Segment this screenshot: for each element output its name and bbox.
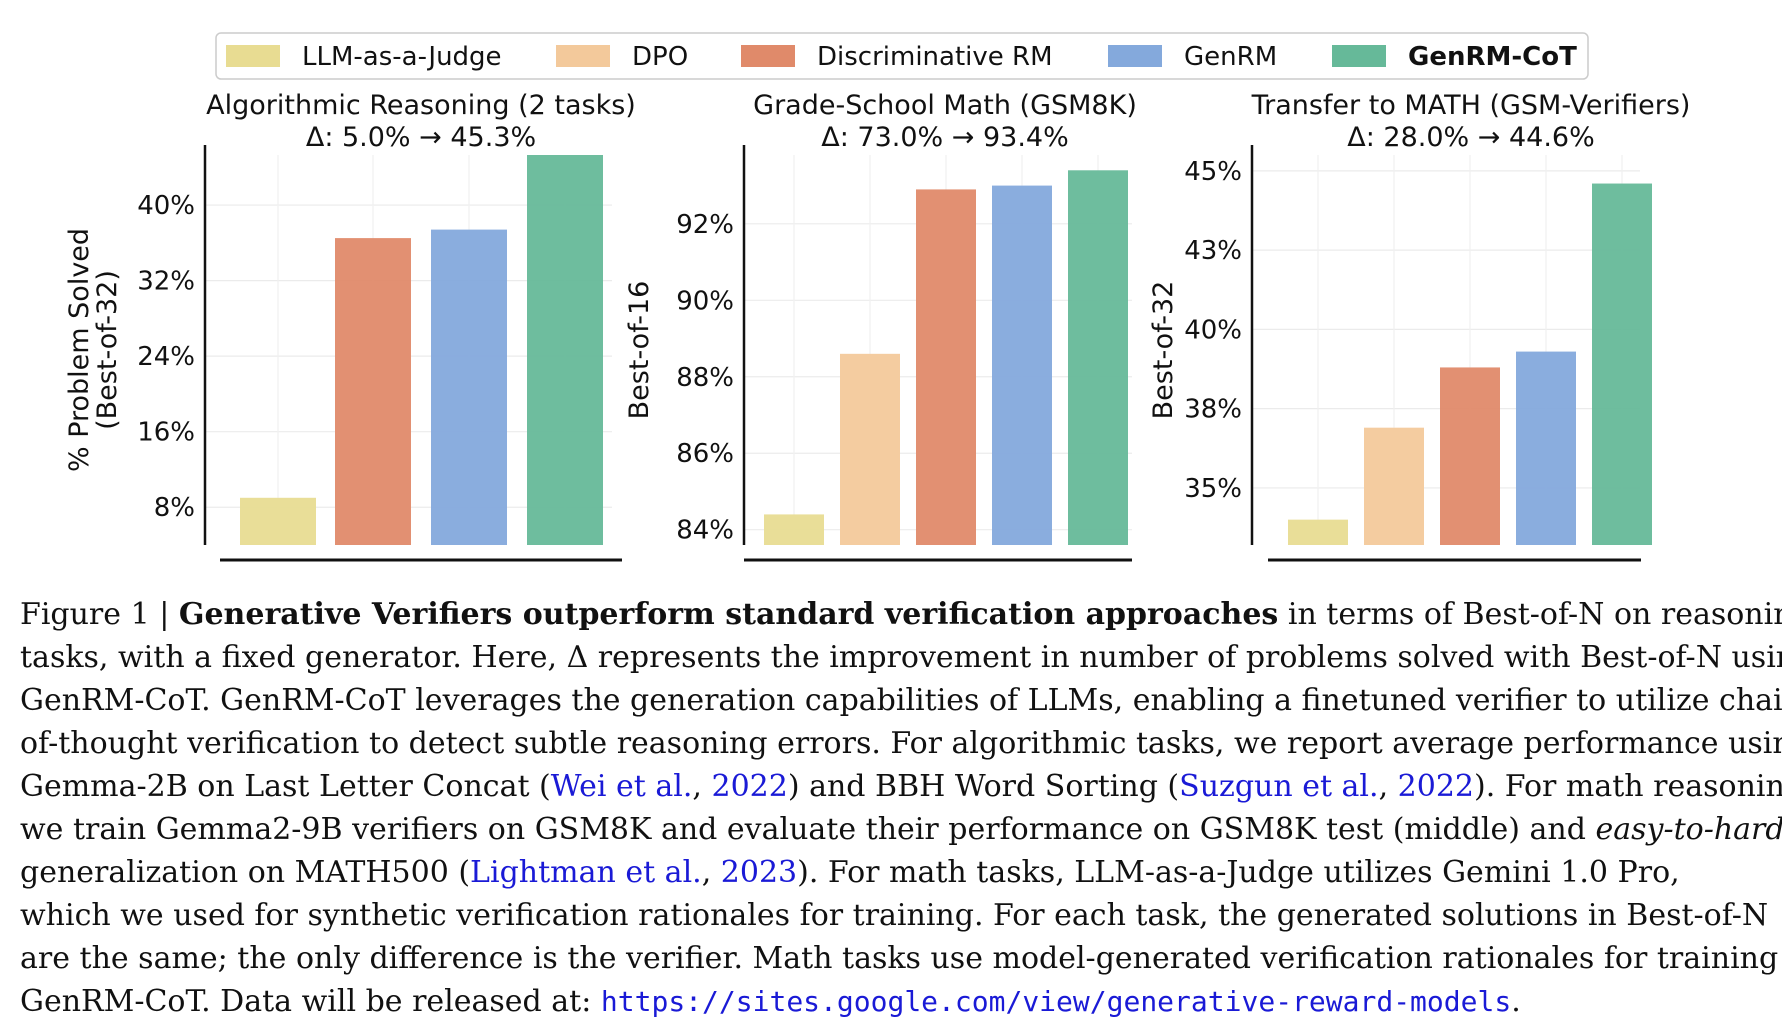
caption-line: of-thought verification to detect subtle… <box>20 722 1782 765</box>
bar-genrm <box>1516 351 1576 545</box>
bar-discriminative-rm <box>335 238 411 545</box>
caption-text: , <box>692 769 712 804</box>
caption-text: , <box>701 855 721 890</box>
legend-entry-llm-as-a-judge: LLM-as-a-Judge <box>226 42 502 72</box>
panel-algorithmic-reasoning: Algorithmic Reasoning (2 tasks)Δ: 5.0% →… <box>64 90 636 562</box>
caption-text: ). For math tasks, LLM-as-a-Judge utiliz… <box>797 855 1680 890</box>
y-axis-label: Best-of-16 <box>624 281 655 420</box>
y-tick-label: 90% <box>676 286 734 316</box>
citation-link[interactable]: Lightman et al. <box>470 855 702 890</box>
chart-subtitle: Δ: 5.0% → 45.3% <box>306 122 536 153</box>
legend-swatch <box>226 45 280 67</box>
y-tick-label: 84% <box>676 516 734 546</box>
caption-text: ). For math reasoning, <box>1474 769 1782 804</box>
legend-label: GenRM <box>1184 42 1277 72</box>
y-tick-label: 86% <box>676 439 734 469</box>
chart-subtitle: Δ: 28.0% → 44.6% <box>1347 122 1594 153</box>
legend: LLM-as-a-Judge DPO Discriminative RM GenRM G… <box>215 32 1589 80</box>
y-axis-label: (Best-of-32) <box>92 270 123 430</box>
caption-line: Gemma-2B on Last Letter Concat (Wei et a… <box>20 765 1782 808</box>
caption-text: are the same; the only difference is the… <box>20 941 1779 976</box>
y-tick-label: 92% <box>676 210 734 240</box>
y-tick-label: 16% <box>137 418 195 448</box>
bar-genrm <box>992 185 1052 545</box>
data-release-link[interactable]: https://sites.google.com/view/generative… <box>600 985 1512 1018</box>
chart-title: Grade-School Math (GSM8K) <box>753 90 1137 121</box>
caption-text: Gemma-2B on Last Letter Concat ( <box>20 769 551 804</box>
caption-line: GenRM-CoT. GenRM-CoT leverages the gener… <box>20 679 1782 722</box>
legend-label: LLM-as-a-Judge <box>302 42 502 72</box>
y-tick-label: 35% <box>1184 474 1242 504</box>
caption-text: in terms of Best-of-N on reasoning <box>1278 597 1782 632</box>
citation-year-link[interactable]: 2023 <box>720 855 798 890</box>
chart-title: Transfer to MATH (GSM-Verifiers) <box>1251 90 1691 121</box>
y-tick-label: 24% <box>137 342 195 372</box>
caption-text: of-thought verification to detect subtle… <box>20 726 1782 761</box>
caption-text: tasks, with a fixed generator. Here, Δ r… <box>20 640 1782 675</box>
caption-text: . <box>1511 984 1521 1019</box>
caption-line: which we used for synthetic verification… <box>20 894 1769 937</box>
caption-text: GenRM-CoT. Data will be released at: <box>20 984 601 1019</box>
chart-title: Algorithmic Reasoning (2 tasks) <box>206 90 636 121</box>
y-tick-label: 88% <box>676 363 734 393</box>
y-tick-label: 8% <box>154 493 195 523</box>
bar-genrm-cot <box>1592 183 1652 545</box>
bar-genrm <box>431 229 507 546</box>
citation-link[interactable]: Wei et al. <box>550 769 693 804</box>
bar-genrm-cot <box>527 155 603 545</box>
caption-text: generalization on MATH500 ( <box>20 855 471 890</box>
legend-swatch <box>1108 45 1162 67</box>
citation-link[interactable]: Suzgun et al. <box>1179 769 1379 804</box>
panel-transfer-math: Transfer to MATH (GSM-Verifiers)Δ: 28.0%… <box>1148 90 1691 562</box>
panel-gsm8k: Grade-School Math (GSM8K)Δ: 73.0% → 93.4… <box>624 90 1137 562</box>
chart-subtitle: Δ: 73.0% → 93.4% <box>821 122 1068 153</box>
caption-text: GenRM-CoT. GenRM-CoT leverages the gener… <box>20 683 1782 718</box>
legend-swatch <box>741 45 795 67</box>
figure-caption: Figure 1 | Generative Verifiers outperfo… <box>20 593 1782 1023</box>
legend-swatch <box>556 45 610 67</box>
caption-text: ) and BBH Word Sorting ( <box>787 769 1180 804</box>
citation-year-link[interactable]: 2022 <box>1397 769 1475 804</box>
caption-line: we train Gemma2-9B verifiers on GSM8K an… <box>20 808 1782 851</box>
bar-dpo <box>1364 427 1424 545</box>
y-tick-label: 45% <box>1184 157 1242 187</box>
bar-genrm-cot <box>1068 170 1128 545</box>
legend-frame <box>215 32 1589 80</box>
caption-text: , <box>1378 769 1398 804</box>
legend-entry-discriminative-rm: Discriminative RM <box>741 42 1053 72</box>
caption-line: tasks, with a fixed generator. Here, Δ r… <box>20 636 1782 679</box>
bar-llm-as-a-judge <box>764 514 824 545</box>
caption-emphasis: easy-to-hard <box>1595 812 1782 847</box>
caption-figure-label: Figure 1 | <box>20 597 179 632</box>
legend-label: DPO <box>632 42 688 72</box>
legend-label: Discriminative RM <box>817 42 1053 72</box>
caption-line: Figure 1 | Generative Verifiers outperfo… <box>20 593 1782 636</box>
caption-line: generalization on MATH500 (Lightman et a… <box>20 851 1765 894</box>
caption-text: we train Gemma2-9B verifiers on GSM8K an… <box>20 812 1596 847</box>
legend-entry-genrm-cot: GenRM-CoT <box>1332 42 1577 72</box>
bar-discriminative-rm <box>916 189 976 546</box>
y-tick-label: 40% <box>137 191 195 221</box>
y-tick-label: 40% <box>1184 315 1242 345</box>
y-axis-label: Best-of-32 <box>1148 281 1179 420</box>
caption-line: GenRM-CoT. Data will be released at: htt… <box>20 980 1765 1023</box>
figure-chart: LLM-as-a-Judge DPO Discriminative RM GenRM G… <box>64 32 1691 562</box>
bar-dpo <box>840 353 900 545</box>
citation-year-link[interactable]: 2022 <box>711 769 788 804</box>
y-axis-label: % Problem Solved <box>64 228 95 472</box>
caption-line: are the same; the only difference is the… <box>20 937 1778 980</box>
y-tick-label: 43% <box>1184 236 1242 266</box>
bar-discriminative-rm <box>1440 367 1500 545</box>
legend-entry-genrm: GenRM <box>1108 42 1277 72</box>
y-tick-label: 32% <box>137 267 195 297</box>
bar-llm-as-a-judge <box>240 497 316 545</box>
caption-text: which we used for synthetic verification… <box>20 898 1769 933</box>
bar-llm-as-a-judge <box>1288 519 1348 545</box>
y-tick-label: 38% <box>1184 395 1242 425</box>
legend-entry-dpo: DPO <box>556 42 688 72</box>
caption-headline: Generative Verifiers outperform standard… <box>178 597 1279 632</box>
legend-label: GenRM-CoT <box>1408 42 1577 72</box>
legend-swatch <box>1332 45 1386 67</box>
